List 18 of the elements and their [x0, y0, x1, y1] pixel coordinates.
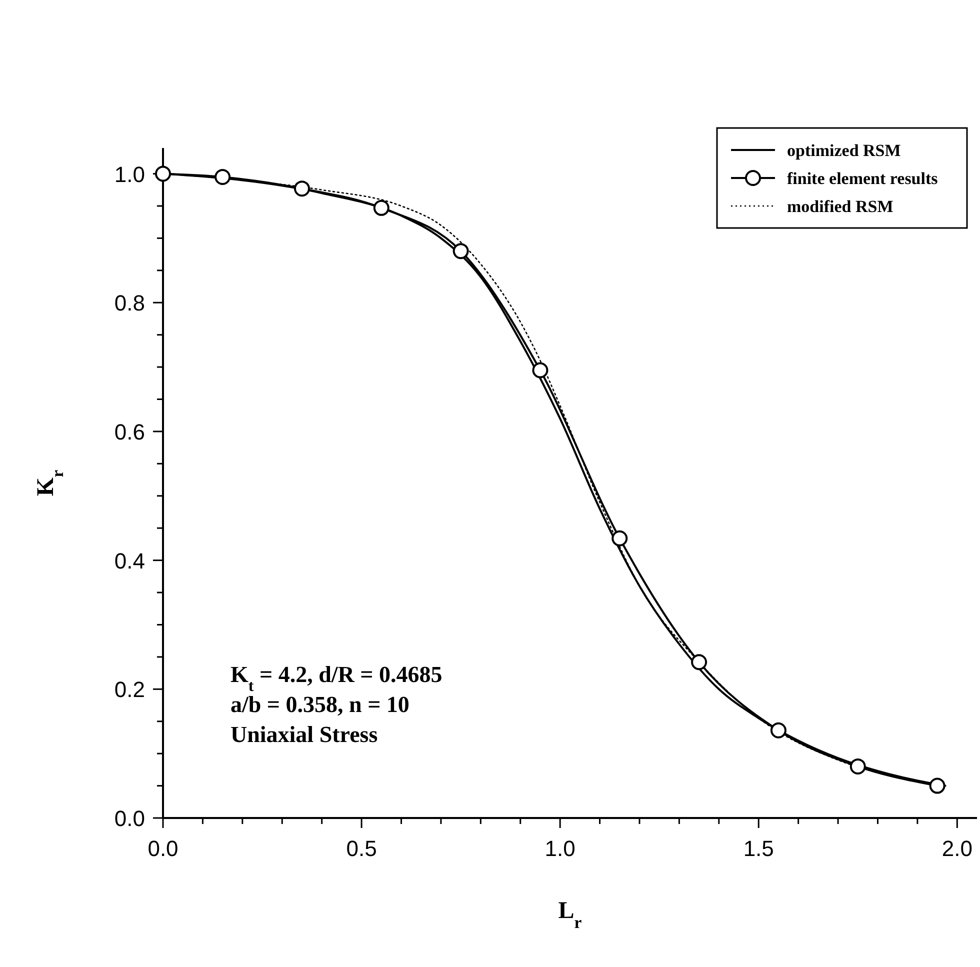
x-tick-label: 0.5 [346, 836, 377, 861]
x-tick-label: 2.0 [942, 836, 972, 861]
x-tick-label: 1.0 [544, 836, 576, 861]
legend-label: modified RSM [787, 197, 894, 216]
y-tick-label: 1.0 [114, 162, 145, 187]
y-tick-label: 0.4 [114, 548, 145, 574]
annotation: K$_{t}$ = 4.2, d/R = 0.4685 [230, 662, 442, 695]
legend-label: finite element results [787, 169, 938, 188]
y-tick-label: 0.8 [114, 290, 145, 316]
y-tick-label: 0.0 [114, 806, 145, 831]
y-tick-label: 0.6 [114, 419, 145, 444]
legend-label: optimized RSM [787, 141, 901, 160]
annotation: Uniaxial Stress [230, 722, 378, 748]
y-tick-label: 0.2 [114, 677, 145, 702]
x-tick-label: 0.0 [148, 836, 178, 861]
x-tick-label: 1.5 [743, 836, 774, 861]
x-axis-title: L$_{r}$ [558, 898, 582, 932]
annotation: a/b = 0.358, n = 10 [230, 692, 410, 718]
